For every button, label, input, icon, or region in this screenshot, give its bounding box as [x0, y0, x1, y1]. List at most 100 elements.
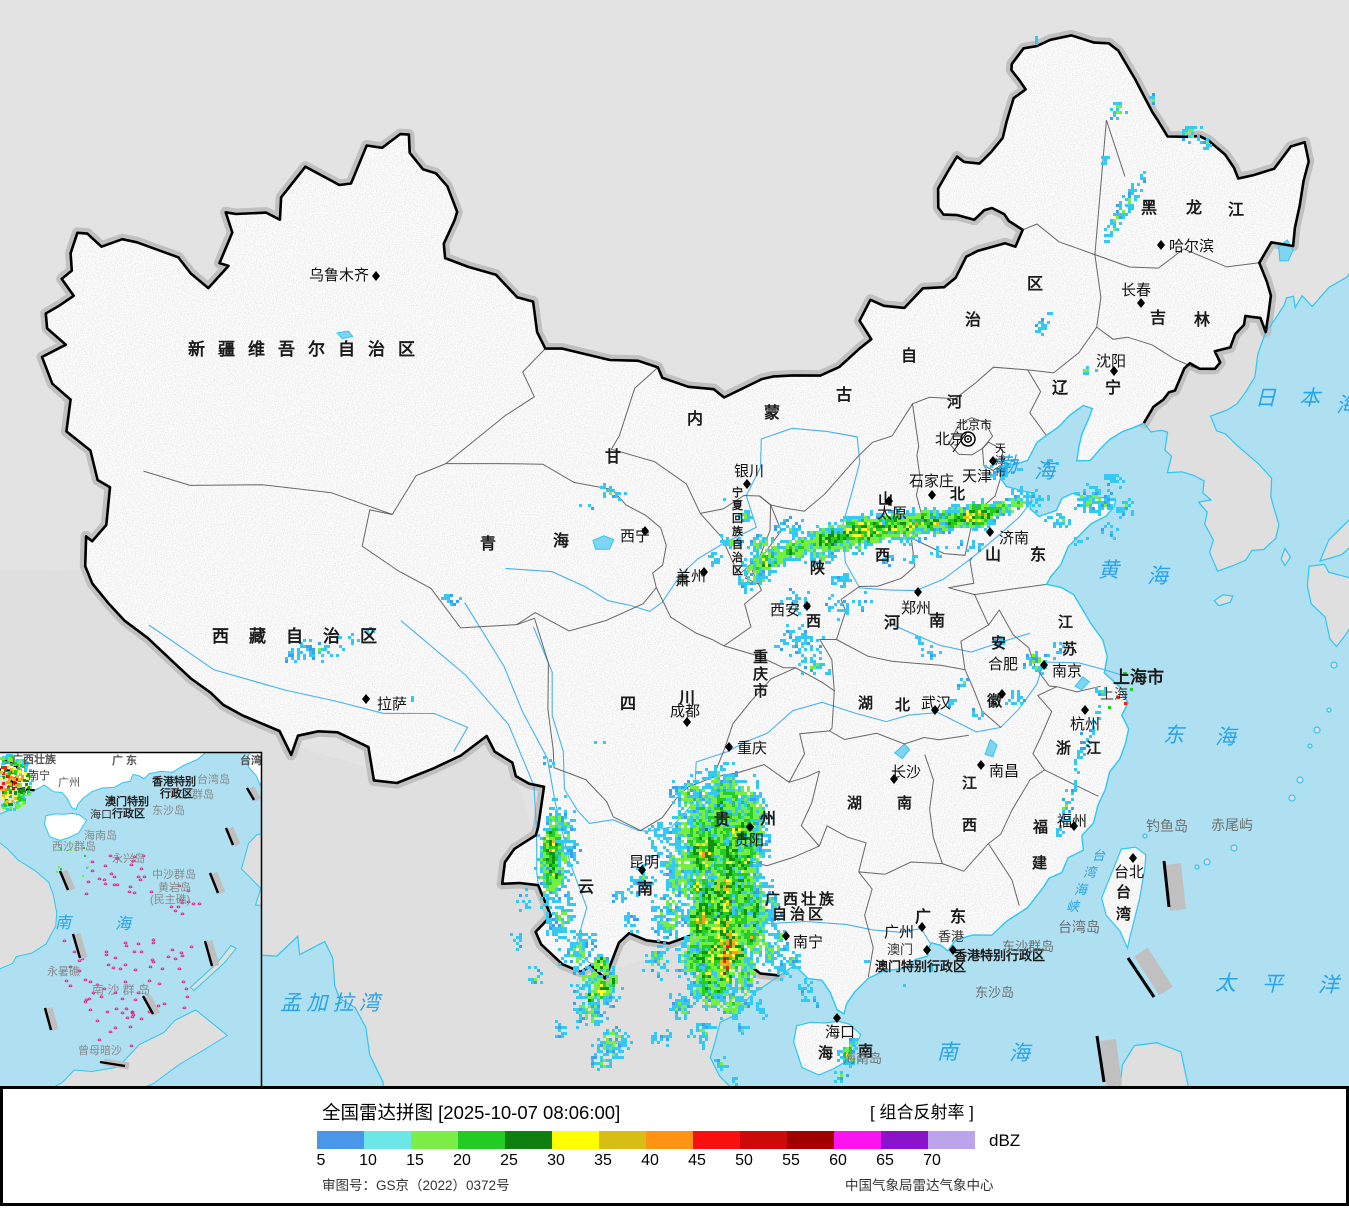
svg-text:云: 云	[578, 879, 594, 896]
svg-text:区: 区	[732, 564, 743, 577]
svg-text:郑州: 郑州	[901, 600, 931, 617]
svg-text:赤尾屿: 赤尾屿	[1211, 817, 1253, 833]
svg-text:南京: 南京	[1052, 663, 1082, 680]
svg-text:吉: 吉	[1150, 308, 1166, 327]
svg-text:5: 5	[317, 1152, 326, 1169]
svg-text:35: 35	[594, 1152, 612, 1169]
svg-text:平: 平	[1262, 972, 1285, 996]
svg-text:西: 西	[875, 547, 890, 564]
svg-text:哈尔滨: 哈尔滨	[1169, 238, 1214, 255]
svg-text:合肥: 合肥	[988, 656, 1018, 673]
svg-text:广州: 广州	[884, 924, 914, 941]
svg-text:北京: 北京	[935, 431, 965, 448]
svg-text:广: 广	[915, 907, 931, 926]
svg-text:宁: 宁	[732, 485, 743, 499]
svg-text:香港特别行政区: 香港特别行政区	[953, 948, 1045, 963]
svg-text:50: 50	[735, 1152, 753, 1169]
svg-text:自: 自	[901, 346, 917, 365]
svg-text:台: 台	[1092, 848, 1106, 863]
svg-text:四: 四	[620, 696, 636, 713]
svg-text:龙: 龙	[1185, 198, 1202, 217]
svg-text:澳门特别: 澳门特别	[105, 794, 149, 808]
svg-text:澳门特别行政区: 澳门特别行政区	[875, 959, 966, 974]
svg-text:福: 福	[1032, 818, 1048, 836]
svg-text:西: 西	[806, 613, 821, 630]
svg-text:海: 海	[1336, 393, 1349, 417]
svg-text:江: 江	[1058, 613, 1073, 631]
svg-text:自: 自	[732, 537, 743, 551]
svg-text:西藏自治区: 西藏自治区	[212, 626, 397, 646]
svg-text:宁: 宁	[1105, 378, 1121, 397]
svg-text:西安: 西安	[770, 602, 800, 619]
svg-text:区: 区	[1027, 275, 1043, 293]
svg-text:治: 治	[732, 550, 743, 564]
svg-text:行政区: 行政区	[159, 786, 193, 800]
svg-text:福州: 福州	[1057, 813, 1087, 830]
svg-text:青: 青	[480, 534, 496, 553]
svg-text:江: 江	[1086, 739, 1101, 757]
svg-text:台: 台	[1116, 883, 1131, 901]
svg-text:30: 30	[547, 1152, 565, 1169]
svg-text:夏: 夏	[732, 499, 744, 512]
svg-text:建: 建	[1032, 854, 1048, 872]
svg-text:北: 北	[895, 697, 910, 714]
svg-text:东: 东	[950, 907, 966, 926]
svg-text:浙: 浙	[1056, 739, 1071, 757]
svg-text:重庆: 重庆	[737, 740, 767, 757]
svg-text:济南: 济南	[999, 530, 1029, 547]
svg-text:70: 70	[923, 1152, 941, 1169]
svg-text:蒙: 蒙	[764, 403, 780, 422]
svg-text:东沙岛: 东沙岛	[152, 803, 185, 817]
svg-text:辽: 辽	[1052, 379, 1069, 397]
svg-text:沈阳: 沈阳	[1096, 353, 1126, 370]
svg-text:南: 南	[637, 879, 653, 898]
svg-text:海: 海	[1034, 459, 1058, 483]
svg-text:广西壮族: 广西壮族	[765, 890, 837, 908]
svg-text:审图号：GS京（2022）0372号: 审图号：GS京（2022）0372号	[322, 1178, 510, 1193]
svg-text:东沙群岛: 东沙群岛	[170, 787, 214, 801]
svg-text:dBZ: dBZ	[989, 1131, 1020, 1150]
svg-text:60: 60	[829, 1152, 847, 1169]
svg-text:太: 太	[1215, 971, 1238, 995]
svg-text:香港: 香港	[938, 929, 964, 944]
svg-text:徽: 徽	[986, 692, 1003, 710]
svg-text:(民主礁): (民主礁)	[150, 892, 190, 906]
svg-text:[ 组合反射率 ]: [ 组合反射率 ]	[870, 1103, 974, 1122]
svg-text:南: 南	[858, 1042, 873, 1060]
svg-text:天津: 天津	[962, 468, 992, 485]
svg-text:西: 西	[962, 817, 977, 834]
svg-text:市: 市	[753, 682, 768, 700]
svg-text:台湾岛: 台湾岛	[1058, 919, 1100, 935]
svg-text:中沙群岛: 中沙群岛	[152, 867, 196, 881]
svg-text:州: 州	[759, 810, 776, 828]
svg-text:苏: 苏	[1062, 640, 1077, 658]
svg-text:贵阳: 贵阳	[734, 832, 764, 849]
svg-text:河: 河	[884, 613, 900, 632]
svg-text:海南岛: 海南岛	[843, 1051, 882, 1066]
svg-text:东: 东	[1163, 723, 1186, 747]
svg-text:孟 加 拉 湾: 孟 加 拉 湾	[280, 991, 383, 1015]
svg-text:渤: 渤	[996, 453, 1020, 477]
svg-text:津: 津	[995, 454, 1006, 467]
svg-text:江: 江	[962, 774, 977, 792]
svg-text:黑: 黑	[1141, 199, 1157, 217]
svg-text:上海: 上海	[1100, 686, 1128, 702]
svg-text:成都: 成都	[670, 703, 700, 720]
svg-text:川: 川	[678, 690, 695, 707]
svg-text:内: 内	[687, 409, 703, 428]
svg-text:65: 65	[876, 1152, 894, 1169]
svg-text:山: 山	[985, 546, 1001, 564]
svg-text:曾母暗沙: 曾母暗沙	[78, 1043, 122, 1057]
svg-text:贵: 贵	[714, 810, 730, 829]
svg-text:陕: 陕	[810, 559, 825, 577]
svg-text:杭州: 杭州	[1070, 716, 1100, 733]
svg-text:南: 南	[897, 794, 912, 812]
svg-text:广 东: 广 东	[112, 753, 137, 767]
svg-text:昆明: 昆明	[629, 854, 659, 871]
svg-text:河: 河	[947, 393, 962, 411]
svg-text:长春: 长春	[1121, 282, 1151, 299]
svg-text:海: 海	[1009, 1041, 1033, 1065]
svg-text:永兴岛: 永兴岛	[112, 851, 145, 865]
svg-text:海: 海	[115, 915, 133, 933]
svg-text:治: 治	[965, 310, 981, 329]
